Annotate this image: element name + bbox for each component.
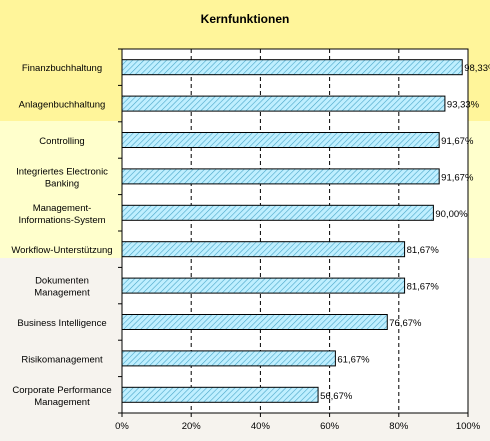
category-label: Controlling — [39, 136, 84, 147]
category-label: Business Intelligence — [17, 318, 106, 329]
x-tick-label: 80% — [389, 421, 409, 432]
band-title — [0, 0, 490, 49]
bar — [121, 277, 406, 294]
bar — [121, 314, 388, 330]
category-label: Banking — [45, 178, 79, 189]
x-tick-label: 20% — [182, 421, 202, 432]
value-label: 56,67% — [320, 391, 353, 402]
bar — [121, 204, 434, 221]
value-label: 61,67% — [337, 354, 370, 365]
bar — [121, 59, 463, 76]
category-label: Management- — [33, 203, 92, 214]
chart-title: Kernfunktionen — [201, 12, 290, 26]
x-axis-ticks: 0% 20% 40% 60% 80% 100% — [115, 48, 481, 432]
bar — [121, 95, 446, 112]
bar — [121, 168, 440, 185]
x-tick-label: 60% — [320, 421, 340, 432]
bar — [121, 350, 336, 367]
bars: 98,33% 93,33% 91,67% 91,67% 90,00% 81,67% 81,6… — [121, 59, 490, 403]
category-label: Risikomanagement — [21, 354, 103, 365]
category-label: Finanzbuchhaltung — [22, 63, 102, 74]
category-label: Management — [34, 288, 90, 299]
value-label: 81,67% — [407, 282, 440, 293]
x-tick-label: 0% — [115, 421, 129, 432]
bar — [121, 132, 440, 148]
bar — [121, 241, 406, 258]
value-label: 91,67% — [441, 172, 474, 183]
x-tick-label: 40% — [251, 421, 271, 432]
category-label: Management — [34, 397, 90, 408]
category-label: Integriertes Electronic — [16, 166, 108, 177]
category-label: Dokumenten — [35, 276, 89, 287]
bar — [121, 386, 319, 403]
value-label: 90,00% — [435, 209, 468, 220]
category-label: Informations-System — [18, 215, 105, 226]
category-label: Workflow-Unterstützung — [11, 245, 112, 256]
category-label: Corporate Performance — [12, 385, 111, 396]
x-tick-label: 100% — [456, 421, 481, 432]
value-label: 81,67% — [407, 245, 440, 256]
category-labels: Finanzbuchhaltung Anlagenbuchhaltung Contr… — [11, 63, 112, 408]
value-label: 76,67% — [389, 318, 422, 329]
value-label: 98,33% — [464, 63, 490, 74]
value-label: 93,33% — [447, 100, 480, 111]
value-label: 91,67% — [441, 136, 474, 147]
category-label: Anlagenbuchhaltung — [19, 100, 106, 111]
